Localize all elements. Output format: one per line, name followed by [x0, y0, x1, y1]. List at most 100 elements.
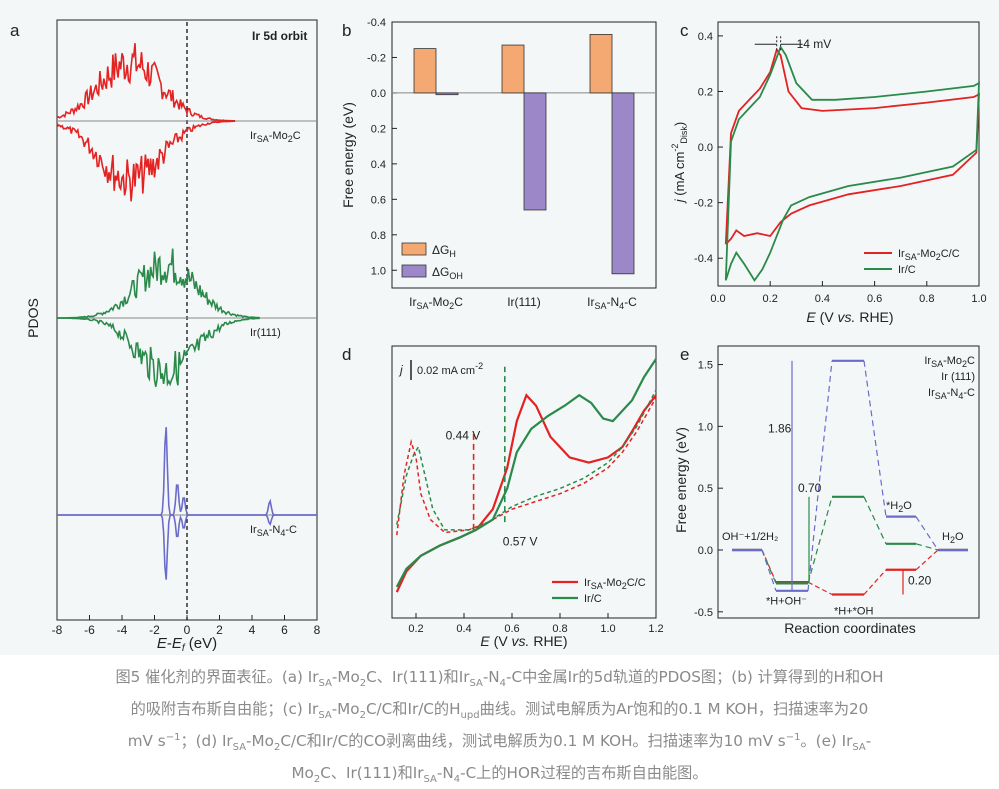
- panel-e-connector: [863, 360, 887, 517]
- panel-e-x-axis-label: Reaction coordinates: [784, 620, 916, 636]
- panel-e-y-tick-label: 0.0: [698, 545, 713, 557]
- caption-line-4: Mo2C、Ir(111)和IrSA-N4-C上的HOR过程的吉布斯自由能图。: [291, 764, 708, 786]
- panel-c-cv-curve: [724, 44, 980, 283]
- panel-c-y-tick-label: -0.2: [694, 198, 713, 210]
- panel-e-legend-label: IrSA-Mo2C: [924, 355, 975, 369]
- panel-d-legend-label: IrSA-Mo2C/C: [584, 577, 646, 591]
- panel-c-x-tick-label: 0.2: [763, 293, 778, 305]
- figure-area: a Ir 5d orbit PDOS -8 -6 -4 -2 0 2 4 6 8 IrSA-Mo…: [0, 0, 999, 655]
- panel-e-y-tick-label: 0.5: [698, 483, 713, 495]
- panel-b-y-tick-label: 0.2: [371, 123, 386, 135]
- panel-c-x-tick-label: 0.8: [919, 293, 934, 305]
- panel-a-x-tick-label: -4: [117, 623, 128, 637]
- panel-e-connector: [761, 549, 777, 591]
- panel-e-connector: [807, 581, 833, 596]
- panel-b-bar: [611, 92, 635, 275]
- panel-d-plot-frame: [391, 345, 657, 619]
- panel-e-connector: [915, 543, 939, 551]
- panel-b-legend-label: ΔGH: [432, 243, 456, 259]
- panel-a-series-up: [56, 43, 236, 122]
- panel-b-y-tick-label: -0.2: [367, 52, 386, 64]
- panel-e-state-label: *H+*OH: [834, 605, 873, 617]
- panel-a-series-label: IrSA-N4-C: [250, 524, 297, 538]
- panel-a-x-tick-label: 4: [249, 623, 256, 637]
- panel-d-label: d: [342, 345, 351, 364]
- panel-b-legend-swatch: [401, 242, 427, 256]
- panel-e-legend-label: Ir (111): [941, 371, 975, 383]
- caption-line-1: 图5 催化剂的界面表征。(a) IrSA-Mo2C、Ir(111)和IrSA-N…: [115, 668, 884, 690]
- panel-b-y-tick-label: 0.4: [371, 159, 386, 171]
- panel-c-label: c: [680, 21, 689, 40]
- panel-b-y-tick-label: 0.8: [371, 230, 386, 242]
- panel-a-x-tick-label: 6: [281, 623, 288, 637]
- panel-e-connector: [807, 360, 833, 591]
- panel-a-pdos-chart: a Ir 5d orbit PDOS -8 -6 -4 -2 0 2 4 6 8 IrSA-Mo…: [10, 19, 321, 654]
- panel-e-barrier-label: 0.70: [798, 481, 822, 495]
- panel-b-free-energy-bar-chart: b Free energy (eV) -0.4 -0.2 0.0 0.2 0.4 0.6 0…: [340, 17, 657, 311]
- panel-e-connector: [761, 549, 777, 584]
- panel-c-plot-frame: [717, 21, 980, 287]
- panel-d-scale-symbol: j: [398, 363, 403, 377]
- panel-b-y-tick-label: -0.4: [367, 17, 386, 29]
- panel-a-x-tick-label: 2: [216, 623, 223, 637]
- panel-c-y-tick-label: -0.4: [694, 253, 713, 265]
- panel-a-x-axis-label: E-Ef (eV): [157, 635, 217, 654]
- panel-e-label: e: [680, 345, 689, 364]
- panel-d-legend-label: Ir/C: [584, 593, 602, 605]
- panel-b-y-tick-label: 1.0: [371, 265, 386, 277]
- panel-a-x-tick-label: -6: [84, 623, 95, 637]
- panel-a-series-label: IrSA-Mo2C: [250, 130, 301, 144]
- panel-b-y-tick-label: 0.6: [371, 194, 386, 206]
- panel-d-marker-label: 0.57 V: [503, 534, 538, 548]
- panel-c-x-tick-label: 0.4: [815, 293, 830, 305]
- panel-b-category-label: Ir(111): [507, 295, 541, 309]
- panel-c-y-tick-label: 0.4: [698, 31, 713, 43]
- panel-e-state-label: OH⁻+1/2H₂: [722, 531, 778, 543]
- panel-b-bar: [435, 92, 459, 96]
- panel-e-barrier-label: 1.86: [768, 422, 792, 436]
- panel-c-x-axis-label: E (V vs. RHE): [806, 309, 893, 325]
- panel-d-dashed-curve: [396, 397, 657, 536]
- panel-c-legend-label: IrSA-Mo2C/C: [898, 248, 960, 262]
- panel-b-category-label: IrSA-N4-C: [587, 295, 637, 311]
- panel-d-x-tick-label: 0.2: [408, 623, 423, 635]
- panel-a-series-down: [57, 514, 317, 580]
- panel-e-connector: [915, 549, 939, 571]
- panel-d-marker-label: 0.44 V: [446, 428, 481, 442]
- panel-b-label: b: [342, 21, 351, 40]
- panel-c-y-tick-label: 0.0: [698, 142, 713, 154]
- panel-e-connector: [863, 569, 887, 595]
- panel-a-series-up: [57, 248, 260, 319]
- panel-c-y-axis-label: j (mA cm-2Disk): [670, 122, 689, 204]
- panel-b-legend-label: ΔGOH: [432, 265, 463, 281]
- panel-a-x-tick-label: -8: [52, 623, 63, 637]
- panel-e-y-tick-label: -0.5: [694, 607, 713, 619]
- panel-d-x-tick-label: 0.8: [552, 623, 567, 635]
- panel-b-legend-swatch: [401, 264, 427, 278]
- panel-c-x-tick-label: 0.6: [867, 293, 882, 305]
- panel-c-x-tick-label: 1.0: [971, 293, 986, 305]
- panel-e-connector: [863, 496, 887, 545]
- panel-a-label: a: [10, 21, 20, 40]
- panel-a-series-down: [56, 120, 236, 202]
- panel-e-plot-frame: [717, 345, 980, 619]
- panel-b-plot-frame: [391, 21, 657, 289]
- panel-d-x-tick-label: 1.2: [648, 623, 663, 635]
- panel-e-free-energy-diagram: e Free energy (eV) -0.5 0.0 0.5 1.0 1.5 IrSA-…: [673, 345, 980, 636]
- panel-d-solid-curve: [395, 393, 657, 593]
- panel-d-x-axis-label: E (V vs. RHE): [480, 633, 567, 649]
- panel-c-hupd-chart: c j (mA cm-2Disk) 0.0 0.2 0.4 0.6 0.8 1.0 -0.4…: [670, 21, 987, 325]
- panel-d-co-stripping-chart: d 0.2 0.4 0.6 0.8 1.0 1.2 j 0.02 mA cm-2 0.44 V 0…: [342, 345, 664, 649]
- panel-b-y-axis-label: Free energy (eV): [340, 102, 356, 208]
- panel-c-x-tick-label: 0.0: [710, 293, 725, 305]
- panel-e-connector: [761, 549, 777, 583]
- panel-e-state-label: H2O: [942, 531, 964, 545]
- panel-b-category-label: IrSA-Mo2C: [409, 295, 463, 311]
- panel-b-y-tick-label: 0.0: [371, 88, 386, 100]
- panel-d-x-tick-label: 1.0: [600, 623, 615, 635]
- figure-caption: 图5 催化剂的界面表征。(a) IrSA-Mo2C、Ir(111)和IrSA-N…: [0, 655, 999, 787]
- panel-a-x-tick-label: 8: [314, 623, 321, 637]
- caption-line-2: 的吸附吉布斯自由能；(c) IrSA-Mo2C/C和Ir/C的Hupd曲线。测试…: [130, 700, 869, 722]
- panel-e-y-tick-label: 1.5: [698, 360, 713, 372]
- panel-a-x-tick-label: 0: [184, 623, 191, 637]
